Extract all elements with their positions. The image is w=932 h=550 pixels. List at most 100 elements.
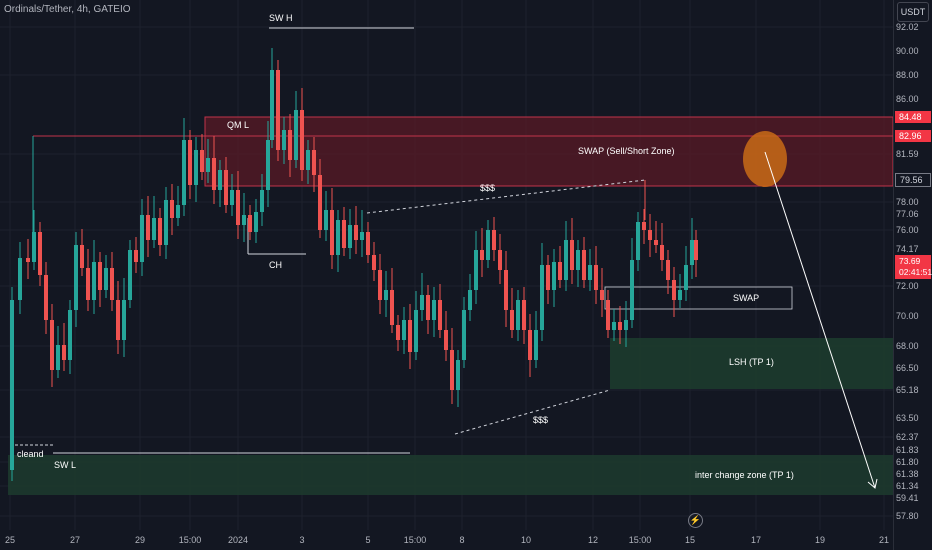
- candle-body: [480, 250, 484, 260]
- candle-body: [444, 330, 448, 350]
- lsh-zone: [610, 338, 893, 389]
- candle-body: [206, 158, 210, 172]
- candlesticks: [10, 48, 698, 481]
- candle-body: [306, 150, 310, 170]
- candle-body: [468, 290, 472, 310]
- candle-body: [612, 322, 616, 330]
- time-axis-label: 8: [459, 535, 465, 545]
- candle-body: [330, 210, 334, 255]
- candle-body: [122, 300, 126, 340]
- candle-body: [600, 290, 604, 300]
- candle-body: [630, 260, 634, 320]
- price-chart[interactable]: [0, 0, 893, 550]
- candle-body: [694, 240, 698, 260]
- candle-body: [32, 232, 36, 262]
- candle-body: [318, 175, 322, 230]
- candle-body: [360, 232, 364, 240]
- candle-body: [98, 262, 102, 290]
- price-axis-label: 66.50: [896, 363, 919, 373]
- candle-body: [516, 300, 520, 330]
- price-axis-badge: 82.96: [895, 130, 931, 142]
- candle-body: [636, 222, 640, 260]
- candle-body: [414, 310, 418, 352]
- candle-body: [164, 200, 168, 245]
- candle-body: [146, 215, 150, 240]
- candle-body: [336, 220, 340, 255]
- candle-body: [158, 218, 162, 245]
- candle-body: [642, 222, 646, 230]
- swap-box: [604, 286, 793, 310]
- candle-body: [152, 218, 156, 240]
- price-axis-label: 70.00: [896, 311, 919, 321]
- inter-change-zone-label: inter change zone (TP 1): [695, 470, 794, 480]
- candle-body: [242, 215, 246, 225]
- candle-body: [248, 215, 252, 232]
- candle-body: [134, 250, 138, 262]
- ch-label: CH: [269, 260, 282, 270]
- candle-body: [182, 140, 186, 205]
- candle-body: [510, 310, 514, 330]
- candle-body: [390, 290, 394, 325]
- candle-body: [104, 268, 108, 290]
- candle-body: [212, 158, 216, 190]
- candle-body: [534, 330, 538, 360]
- currency-button[interactable]: USDT: [897, 2, 929, 22]
- time-axis-label: 15:00: [628, 535, 652, 545]
- candle-body: [342, 220, 346, 248]
- cleand-label: cleand: [17, 449, 44, 459]
- price-axis-label: 86.00: [896, 94, 919, 104]
- candle-body: [396, 325, 400, 340]
- candle-body: [666, 260, 670, 280]
- target-marker: [743, 131, 787, 187]
- candle-body: [684, 265, 688, 290]
- price-axis-badge: 79.56: [895, 173, 931, 187]
- candle-body: [558, 262, 562, 280]
- candle-body: [504, 270, 508, 310]
- time-axis-label: 15:00: [403, 535, 427, 545]
- candle-body: [660, 245, 664, 260]
- candle-body: [570, 240, 574, 270]
- candle-body: [140, 215, 144, 262]
- candle-body: [618, 322, 622, 330]
- candle-body: [648, 230, 652, 240]
- price-axis-label: 81.59: [896, 149, 919, 159]
- candle-body: [224, 170, 228, 205]
- current-price: 73.69: [899, 256, 921, 266]
- time-axis-label: 12: [587, 535, 599, 545]
- candle-body: [200, 150, 204, 172]
- candle-body: [56, 345, 60, 370]
- candle-body: [194, 150, 198, 185]
- candle-body: [44, 275, 48, 320]
- lsh-tp1-label: LSH (TP 1): [729, 357, 774, 367]
- price-axis-label: 57.80: [896, 511, 919, 521]
- candle-body: [324, 210, 328, 230]
- price-axis-label: 78.00: [896, 197, 919, 207]
- price-axis-label: 61.34: [896, 481, 919, 491]
- price-axis-label: 61.80: [896, 457, 919, 467]
- candle-body: [486, 230, 490, 260]
- candle-body: [474, 250, 478, 290]
- candle-body: [26, 258, 30, 262]
- flash-icon[interactable]: ⚡: [688, 513, 703, 528]
- upper-trendline: [366, 179, 646, 214]
- candle-body: [420, 295, 424, 310]
- candle-body: [372, 255, 376, 270]
- price-axis-label: 61.38: [896, 469, 919, 479]
- current-price-badge: 73.69 02:41:51: [895, 255, 932, 279]
- candle-body: [438, 300, 442, 330]
- candle-body: [62, 345, 66, 360]
- symbol-title: Ordinals/Tether, 4h, GATEIO: [4, 4, 131, 15]
- candle-body: [294, 110, 298, 160]
- candle-body: [170, 200, 174, 218]
- candle-body: [18, 258, 22, 300]
- candle-body: [378, 270, 382, 300]
- candle-body: [68, 310, 72, 360]
- sw-h-label: SW H: [269, 13, 293, 23]
- candle-body: [456, 360, 460, 390]
- candle-body: [606, 300, 610, 330]
- bar-countdown: 02:41:51: [899, 267, 932, 277]
- swap-label: SWAP: [733, 293, 760, 303]
- inter-change-zone: [8, 455, 893, 495]
- liquidity-top-label: $$$: [480, 183, 496, 193]
- candle-body: [260, 190, 264, 212]
